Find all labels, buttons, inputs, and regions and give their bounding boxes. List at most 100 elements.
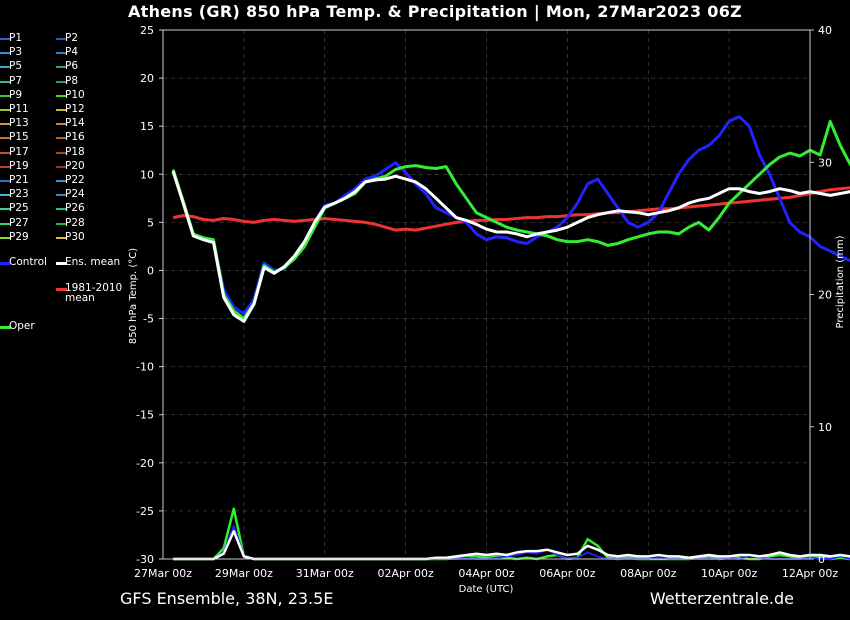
x-tick-label: 29Mar 00z (215, 567, 273, 580)
x-tick-label: 06Apr 00z (539, 567, 596, 580)
y-tick-label: -15 (136, 409, 154, 422)
legend-swatch (56, 208, 67, 211)
series-line-ens-mean (171, 170, 850, 323)
legend-label: P11 (9, 103, 29, 115)
legend-label: P26 (65, 202, 85, 215)
legend-swatch (56, 80, 67, 83)
legend-label: P7 (9, 74, 23, 87)
legend-swatch (0, 180, 11, 182)
legend-label: Ens. mean (65, 255, 121, 268)
legend-label: P12 (65, 103, 85, 115)
legend-label: P14 (65, 117, 85, 130)
precip-lines (173, 507, 850, 561)
legend-label: P23 (9, 188, 29, 201)
series-line-oper (171, 119, 850, 320)
legend-label: P8 (65, 74, 79, 87)
legend-swatch (0, 137, 11, 140)
precip-line-ens-mean (173, 529, 850, 561)
legend-label: P28 (65, 216, 85, 229)
legend-swatch (0, 123, 11, 126)
legend-label: Control (9, 255, 47, 268)
legend-swatch (56, 66, 67, 69)
x-tick-label: 12Apr 00z (782, 567, 839, 580)
chart-title: Athens (GR) 850 hPa Temp. & Precipitatio… (127, 2, 743, 21)
legend-label: P9 (9, 88, 23, 101)
series-line-control (171, 115, 850, 316)
legend-swatch (56, 38, 67, 40)
legend: P1 P2 P3 P4 P5 P6 P7 P8 P9 P10 P11 P12 P13 P14 P15 P16 P… (0, 32, 130, 332)
legend-swatch (56, 123, 67, 126)
legend-swatch (0, 222, 11, 225)
legend-swatch (56, 261, 67, 265)
legend-label: P27 (9, 216, 29, 229)
y-tick-label: 15 (140, 120, 154, 133)
series-line-1981-2010-mean (172, 186, 850, 232)
legend-label: P15 (9, 131, 29, 144)
x-tick-label: 08Apr 00z (620, 567, 677, 580)
legend-swatch (56, 109, 67, 111)
precip-line-oper (173, 507, 850, 561)
site-credit[interactable]: Wetterzentrale.de (649, 589, 794, 608)
legend-label: P1 (9, 32, 23, 44)
axis-labels: 25 20 15 10 5 0 -5 -10 -15 -20 -25 -30 40 30 20 10 0 27Ma… (134, 24, 838, 580)
legend-label: P4 (65, 46, 79, 59)
legend-label: P5 (9, 60, 23, 73)
x-tick-label: 02Apr 00z (377, 567, 434, 580)
y2-tick-label: 20 (818, 289, 832, 302)
y2-axis-title: Precipitation (mm) (835, 235, 846, 328)
legend-label: P18 (65, 145, 85, 158)
legend-swatch (0, 151, 11, 154)
legend-swatch (56, 222, 67, 225)
x-tick-label: 04Apr 00z (458, 567, 515, 580)
y-tick-label: -20 (136, 457, 154, 470)
legend-swatch (0, 94, 11, 97)
legend-label: P2 (65, 32, 79, 44)
y-tick-label: 5 (147, 216, 154, 229)
legend-label: P10 (65, 88, 85, 101)
legend-swatch (0, 109, 11, 111)
legend-label: P13 (9, 117, 29, 130)
legend-label: P24 (65, 188, 85, 201)
grid-lines (162, 29, 811, 560)
legend-swatch (56, 236, 67, 239)
legend-label: 1981-2010 (65, 281, 123, 294)
legend-swatch (0, 236, 11, 239)
legend-swatch (0, 66, 11, 69)
legend-swatch (0, 165, 11, 168)
legend-swatch (56, 94, 67, 97)
legend-label: P6 (65, 60, 79, 73)
y2-tick-label: 0 (818, 553, 825, 566)
legend-swatch (0, 80, 11, 83)
x-axis-title: Date (UTC) (459, 584, 514, 595)
legend-swatch (56, 151, 67, 154)
y-tick-label: 10 (140, 168, 154, 181)
y2-tick-label: 30 (818, 156, 832, 169)
legend-label: P3 (9, 46, 23, 59)
y2-tick-label: 40 (818, 24, 832, 37)
main-series-lines (171, 115, 850, 323)
legend-label: P30 (65, 230, 85, 243)
legend-label: P25 (9, 202, 29, 215)
y-tick-label: 20 (140, 72, 154, 85)
legend-label: P16 (65, 131, 85, 144)
x-tick-label: 27Mar 00z (134, 567, 192, 580)
legend-swatch (0, 208, 11, 211)
x-tick-label: 10Apr 00z (701, 567, 758, 580)
legend-label: mean (65, 291, 95, 304)
legend-swatch (0, 261, 11, 265)
y-tick-label: 0 (147, 264, 154, 277)
legend-swatch (0, 194, 11, 197)
legend-swatch (0, 326, 11, 330)
legend-swatch (56, 194, 67, 197)
legend-swatch (0, 52, 11, 55)
y-axis-title: 850 hPa Temp. (°C) (128, 248, 139, 344)
y-tick-label: -25 (136, 505, 154, 518)
legend-label: P19 (9, 159, 29, 172)
legend-swatch (56, 137, 67, 140)
y-tick-label: 25 (140, 24, 154, 37)
model-info: GFS Ensemble, 38N, 23.5E (120, 589, 334, 608)
y-tick-label: -10 (136, 361, 154, 374)
x-tick-label: 31Mar 00z (296, 567, 354, 580)
legend-label: P21 (9, 174, 29, 186)
